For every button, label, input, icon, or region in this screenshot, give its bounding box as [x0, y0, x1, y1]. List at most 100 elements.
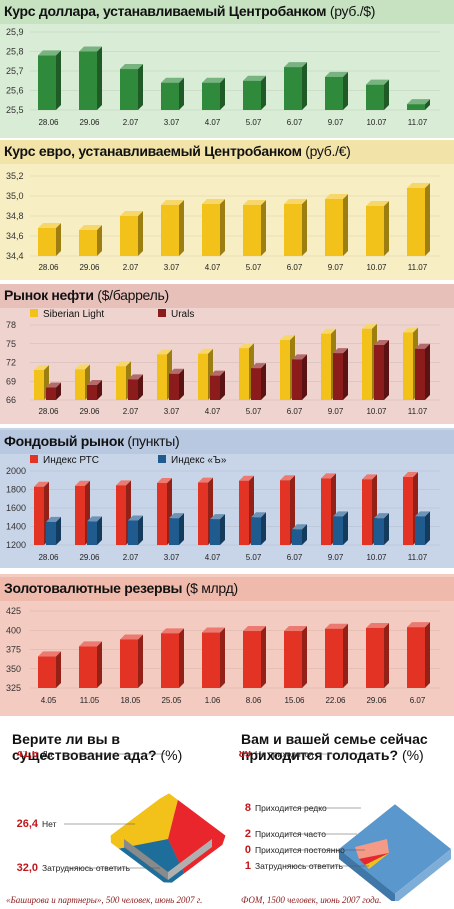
bar [284, 631, 302, 688]
bar-top [198, 477, 213, 483]
bar-side [384, 622, 389, 688]
bar-side [138, 634, 143, 688]
x-tick-label: 3.07 [164, 118, 180, 127]
x-tick-label: 22.06 [325, 696, 346, 705]
bar-side [56, 223, 61, 256]
bar [34, 486, 44, 545]
x-tick-label: 4.05 [41, 696, 57, 705]
bar-top [161, 200, 184, 205]
x-tick-label: 4.07 [205, 263, 221, 272]
x-tick-label: 3.07 [164, 553, 180, 562]
bar [79, 646, 97, 688]
bar-top [116, 480, 131, 486]
bar [198, 482, 208, 545]
bar [284, 204, 302, 256]
diamond-side-left [124, 839, 168, 880]
bar-side [56, 516, 61, 545]
bar-top [284, 62, 307, 68]
y-tick-label: 34,8 [6, 211, 24, 221]
bar [38, 55, 56, 110]
y-tick-label: 25,8 [6, 47, 24, 57]
x-tick-label: 11.05 [80, 696, 100, 705]
reserves-chart-title: Золотовалютные резервы ($ млрд) [4, 580, 238, 596]
stock-bar-chart: 1200 1400 1600 1800 2000 Индекс РТС Индекс «Ъ»… [6, 455, 440, 562]
bar [243, 205, 261, 256]
y-tick-label: 2000 [6, 466, 26, 476]
x-tick-label: 5.07 [246, 118, 262, 127]
bar [75, 485, 85, 545]
bar [415, 348, 425, 400]
bar [202, 632, 220, 688]
bar [79, 230, 97, 256]
y-tick-label: 1200 [6, 540, 26, 550]
oil-chart-panel: Рынок нефти ($/баррель) 66 69 72 75 78 Siberi… [0, 284, 454, 424]
x-tick-label: 1.06 [205, 696, 221, 705]
bar-top [292, 354, 307, 360]
x-tick-label: 10.07 [366, 263, 387, 272]
diamond-side-left [339, 849, 395, 901]
x-tick-label: 9.07 [328, 553, 344, 562]
slice-value: 1 [245, 860, 251, 872]
bar-top [157, 478, 172, 484]
x-tick-label: 29.06 [79, 553, 100, 562]
bar [161, 633, 179, 688]
slice-value: 32,0 [17, 862, 38, 874]
bar [120, 216, 138, 256]
eur-chart-panel: Курс евро, устанавливаемый Центробанком … [0, 140, 454, 280]
bar-side [261, 200, 266, 256]
bar-top [128, 374, 143, 380]
bar [280, 480, 290, 545]
x-tick-label: 15.06 [284, 696, 305, 705]
bar [120, 69, 138, 110]
bar-side [179, 77, 184, 110]
bar-top [38, 223, 61, 228]
bar-top [120, 211, 143, 216]
bar-top [79, 46, 102, 52]
x-tick-label: 2.07 [123, 118, 139, 127]
bar-top [407, 99, 430, 105]
bar-side [97, 641, 102, 688]
slice-value: 89 [239, 751, 251, 760]
y-tick-label: 25,9 [6, 27, 24, 37]
slice-label: Нет [42, 819, 57, 829]
oil-chart-title: Рынок нефти ($/баррель) [4, 287, 169, 303]
oil-bar-chart: 66 69 72 75 78 Siberian Light Urals 28.06 29.06 2… [6, 309, 440, 416]
slice-value: 8 [245, 802, 251, 814]
bar-top [116, 361, 131, 367]
bar-top [280, 335, 295, 340]
legend-label: Urals [171, 309, 194, 320]
bar [38, 228, 56, 256]
bar-top [321, 328, 336, 334]
bar-top [251, 363, 266, 369]
bar [374, 518, 384, 545]
hell-survey-source: «Баширова и партнеры», 500 человек, июнь… [6, 895, 203, 905]
x-tick-label: 10.07 [366, 118, 387, 127]
bar-top [374, 340, 389, 345]
x-tick-label: 4.07 [205, 407, 221, 416]
bar-top [202, 199, 225, 204]
bar-top [79, 225, 102, 230]
bar [280, 340, 290, 400]
bar-top [128, 515, 143, 521]
bar [116, 366, 126, 400]
reserves-bar-chart: 325 350 375 400 425 4.05 11.05 18.05 25.05 1.06 8.… [6, 606, 440, 705]
bar-side [56, 382, 61, 400]
bar [210, 519, 220, 545]
bar-top [46, 516, 61, 522]
bar [38, 656, 56, 688]
x-tick-label: 2.07 [123, 407, 139, 416]
x-tick-label: 11.07 [408, 407, 428, 416]
bar [403, 477, 413, 545]
bar-side [220, 370, 225, 400]
slice-value: 0 [245, 844, 251, 856]
bar [202, 204, 220, 256]
bar-top [161, 628, 184, 634]
legend-swatch [158, 455, 166, 463]
bar-top [120, 634, 143, 640]
bar-top [210, 514, 225, 520]
bar-side [220, 514, 225, 545]
y-tick-label: 425 [6, 606, 21, 616]
bar-top [75, 480, 90, 486]
x-tick-label: 28.06 [38, 118, 59, 127]
